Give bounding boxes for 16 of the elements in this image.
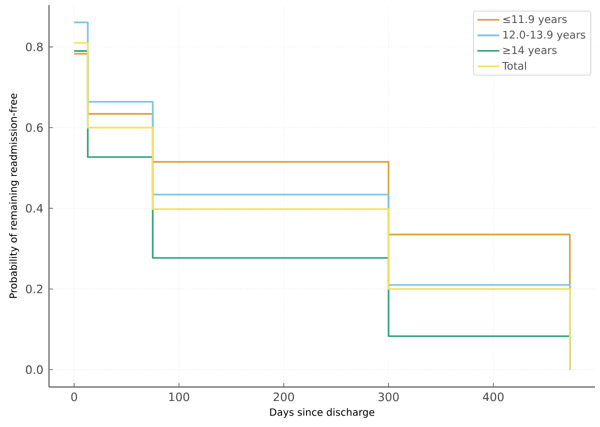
x-tick-label: 200 [274,392,294,402]
x-axis-title: Days since discharge [270,408,374,418]
legend-label: ≤11.9 years [503,15,567,26]
x-tick-label: 400 [482,392,504,402]
x-tick-label: 100 [169,392,190,402]
x-tick-label: 300 [378,392,399,402]
y-tick-label: 0.2 [26,284,42,294]
x-tick-label: 0 [71,392,78,402]
y-tick-label: 0.6 [26,123,43,132]
y-tick-label: 0.8 [26,42,43,52]
legend-label: ≥14 years [503,46,557,56]
y-tick-label: 0.0 [26,365,43,374]
y-tick-label: 0.4 [26,204,43,213]
legend-label: Total [502,62,526,70]
legend-label: 12.0-13.9 years [503,30,586,41]
y-axis-title: Probability of remaining readmission-free [9,94,19,298]
